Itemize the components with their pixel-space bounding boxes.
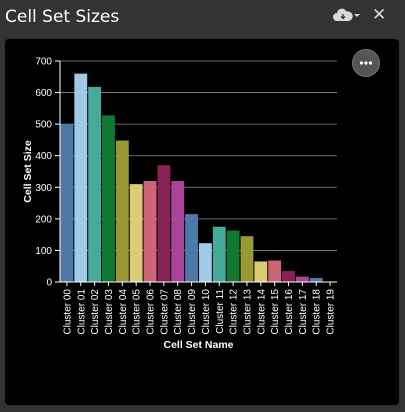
x-tick-label: Cluster 09 bbox=[187, 289, 198, 335]
x-tick-label: Cluster 10 bbox=[201, 289, 212, 335]
x-tick-label: Cluster 14 bbox=[256, 289, 267, 335]
x-tick-label: Cluster 04 bbox=[118, 289, 129, 335]
x-tick-label: Cluster 16 bbox=[284, 289, 295, 335]
bar bbox=[185, 214, 198, 282]
x-tick-label: Cluster 08 bbox=[173, 289, 184, 335]
bar bbox=[295, 276, 309, 282]
x-tick-label: Cluster 12 bbox=[229, 289, 240, 335]
x-tick-label: Cluster 11 bbox=[215, 289, 226, 334]
x-tick-label: Cluster 15 bbox=[270, 289, 281, 335]
x-tick-label: Cluster 02 bbox=[90, 289, 101, 335]
chevron-down-icon bbox=[354, 14, 360, 17]
bar bbox=[240, 236, 254, 282]
x-axis-title: Cell Set Name bbox=[163, 339, 233, 351]
y-tick-label: 400 bbox=[35, 151, 52, 162]
bar bbox=[129, 184, 143, 282]
x-tick-label: Cluster 03 bbox=[104, 289, 115, 335]
y-tick-label: 0 bbox=[46, 278, 52, 289]
close-icon[interactable]: ✕ bbox=[372, 5, 387, 25]
y-axis-title: Cell Set Size bbox=[22, 140, 34, 203]
y-tick-label: 700 bbox=[35, 57, 52, 68]
y-tick-label: 100 bbox=[35, 246, 52, 257]
bar bbox=[143, 180, 157, 282]
bar bbox=[254, 261, 268, 282]
bar bbox=[199, 243, 212, 282]
bar bbox=[282, 270, 295, 282]
bar bbox=[74, 73, 88, 282]
y-tick-label: 500 bbox=[35, 120, 52, 131]
bar bbox=[60, 124, 74, 283]
bar bbox=[88, 86, 102, 282]
x-tick-label: Cluster 05 bbox=[132, 289, 143, 335]
x-tick-label: Cluster 19 bbox=[326, 289, 337, 335]
y-tick-label: 600 bbox=[35, 88, 52, 99]
x-tick-label: Cluster 13 bbox=[242, 289, 253, 335]
close-button[interactable]: ✕ bbox=[372, 5, 386, 25]
bar bbox=[157, 165, 171, 282]
bar bbox=[212, 226, 226, 282]
y-tick-label: 200 bbox=[35, 214, 52, 225]
x-tick-label: Cluster 06 bbox=[146, 289, 157, 335]
bar bbox=[115, 140, 129, 282]
x-tick-label: Cluster 00 bbox=[62, 289, 73, 335]
cloud-download-icon[interactable] bbox=[332, 8, 362, 24]
x-tick-label: Cluster 07 bbox=[159, 289, 170, 335]
x-tick-label: Cluster 01 bbox=[76, 289, 87, 335]
y-tick-label: 300 bbox=[35, 183, 52, 194]
x-tick-label: Cluster 18 bbox=[312, 289, 323, 335]
more-options-icon[interactable] bbox=[353, 50, 379, 76]
x-tick-label: Cluster 17 bbox=[298, 289, 309, 335]
bar bbox=[268, 260, 282, 282]
bar bbox=[171, 180, 185, 282]
bar bbox=[309, 277, 323, 282]
bar bbox=[102, 115, 115, 282]
window-title: Cell Set Sizes bbox=[5, 7, 120, 27]
bar bbox=[226, 230, 240, 282]
more-options-button[interactable] bbox=[352, 49, 380, 77]
